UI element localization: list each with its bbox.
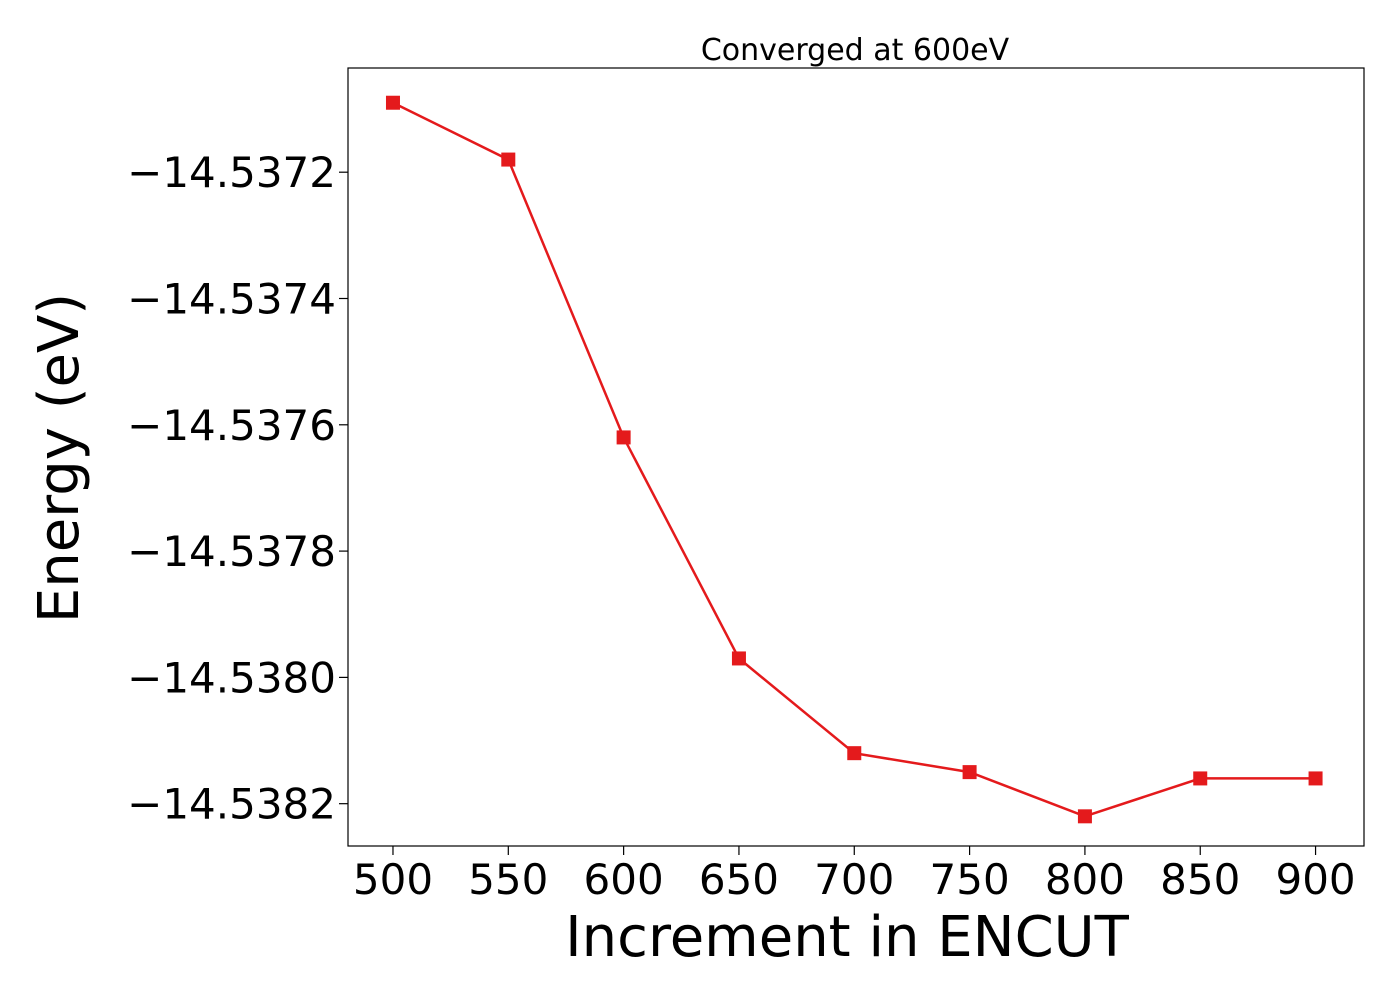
data-point-marker: [1193, 771, 1208, 786]
data-point-marker: [616, 430, 631, 445]
data-point-marker: [1077, 809, 1092, 824]
plot-area-frame: [347, 67, 1365, 847]
y-tick-label: −14.5376: [127, 401, 336, 450]
y-axis-title: Energy (eV): [27, 293, 92, 623]
x-tick-label: 750: [930, 855, 1010, 904]
x-tick-label: 850: [1160, 855, 1240, 904]
series-layer: [385, 95, 1323, 824]
y-tick-label: −14.5380: [127, 653, 336, 702]
data-point-marker: [847, 746, 862, 761]
data-point-marker: [1308, 771, 1323, 786]
y-tick-label: −14.5372: [127, 148, 336, 197]
x-tick-label: 650: [699, 855, 779, 904]
data-point-marker: [962, 765, 977, 780]
data-point-marker: [501, 152, 516, 167]
x-tick-label: 900: [1275, 855, 1355, 904]
x-tick-label: 550: [468, 855, 548, 904]
x-tick-label: 500: [353, 855, 433, 904]
x-tick-label: 800: [1045, 855, 1125, 904]
data-point-marker: [731, 651, 746, 666]
y-tick-label: −14.5374: [127, 274, 336, 323]
series-line: [392, 101, 1316, 818]
y-tick-label: −14.5382: [127, 780, 336, 829]
data-point-marker: [385, 95, 400, 110]
x-axis: 500 550 600 650 700 750 800 850 900: [353, 846, 1356, 904]
y-axis: −14.5372 −14.5374 −14.5376 −14.5378 −14.5380…: [127, 148, 348, 829]
chart-title: Converged at 600eV: [701, 33, 1010, 68]
x-axis-title: Increment in ENCUT: [565, 905, 1130, 970]
x-tick-label: 600: [584, 855, 664, 904]
x-tick-label: 700: [814, 855, 894, 904]
y-tick-label: −14.5378: [127, 527, 336, 576]
